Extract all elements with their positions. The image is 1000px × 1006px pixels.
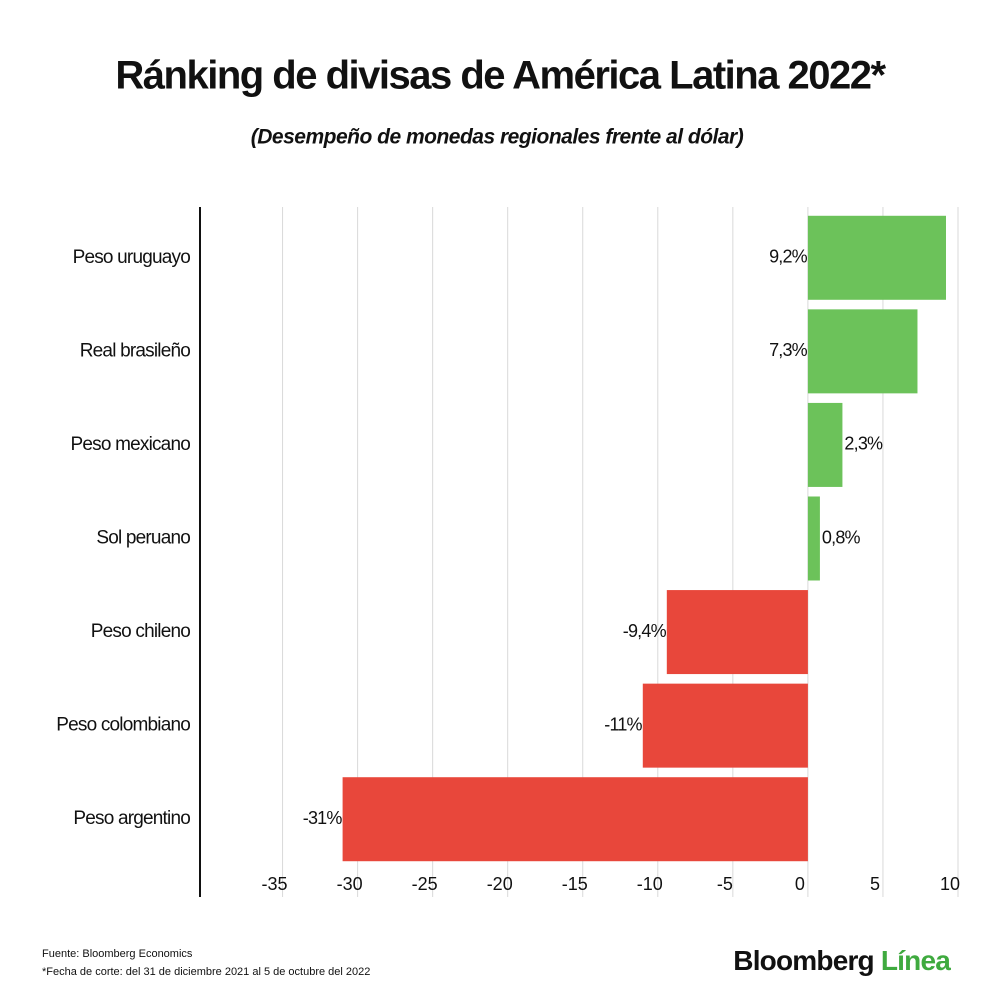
- bar: [342, 777, 808, 862]
- chart-subtitle: (Desempeño de monedas regionales frente …: [251, 126, 744, 149]
- value-label: -11%: [604, 714, 642, 734]
- x-tick-label: 10: [940, 874, 960, 894]
- value-label: -31%: [303, 808, 343, 828]
- x-tick-label: 0: [795, 874, 805, 894]
- bar: [807, 496, 820, 581]
- bar: [666, 590, 808, 675]
- x-tick-label: -10: [637, 874, 663, 894]
- brand-name: Bloomberg: [733, 945, 874, 976]
- bar: [807, 215, 946, 300]
- x-tick-label: -15: [562, 874, 588, 894]
- bar: [807, 402, 843, 487]
- value-label: 7,3%: [769, 340, 808, 360]
- x-tick-label: -5: [717, 874, 733, 894]
- y-tick-label: Real brasileño: [80, 340, 190, 361]
- y-tick-label: Peso colombiano: [56, 715, 190, 736]
- source: Fuente: Bloomberg Economics: [42, 948, 193, 960]
- chart-title: Ránking de divisas de América Latina 202…: [115, 54, 886, 98]
- y-tick-label: Peso uruguayo: [73, 247, 191, 268]
- y-tick-label: Peso argentino: [73, 808, 190, 829]
- x-tick-label: 5: [870, 874, 880, 894]
- brand-sub: Línea: [881, 945, 951, 976]
- note: *Fecha de corte: del 31 de diciembre 202…: [42, 966, 370, 978]
- x-tick-label: -35: [262, 874, 288, 894]
- bar: [642, 683, 808, 768]
- x-tick-label: -20: [487, 874, 513, 894]
- value-label: 9,2%: [769, 247, 808, 267]
- x-tick-label: -30: [337, 874, 363, 894]
- value-label: 2,3%: [844, 434, 883, 454]
- plot-area: -35 -30 -25 -20 -15 -10 -5 0 5 10 Peso uruguayo 9,2…: [56, 207, 960, 897]
- y-tick-label: Peso chileno: [91, 621, 190, 642]
- y-tick-label: Sol peruano: [96, 528, 190, 549]
- value-label: -9,4%: [623, 621, 667, 641]
- y-tick-label: Peso mexicano: [70, 434, 190, 455]
- brand-logo: Bloomberg Línea: [733, 945, 951, 976]
- bar: [807, 309, 918, 394]
- x-tick-label: -25: [412, 874, 438, 894]
- value-label: 0,8%: [822, 527, 861, 547]
